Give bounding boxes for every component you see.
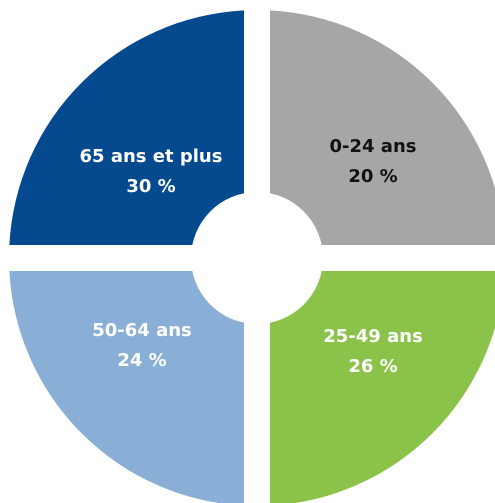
pie-slice-0-24-ans [270, 10, 495, 245]
slice-label-name: 50-64 ans [92, 320, 192, 341]
slice-label-value: 26 % [348, 356, 397, 377]
slice-label-value: 20 % [348, 166, 397, 187]
slice-label-name: 25-49 ans [323, 326, 423, 347]
pie-slice-25-49-ans [270, 271, 495, 503]
slice-label-value: 24 % [117, 350, 166, 371]
slice-label-name: 65 ans et plus [80, 146, 223, 167]
pie-slice-50-64-ans [9, 271, 244, 503]
pie-center-hole [191, 192, 323, 324]
slice-label-value: 30 % [126, 176, 175, 197]
slice-label-name: 0-24 ans [330, 136, 417, 157]
pie-slice-65-ans-et-plus [9, 10, 245, 246]
